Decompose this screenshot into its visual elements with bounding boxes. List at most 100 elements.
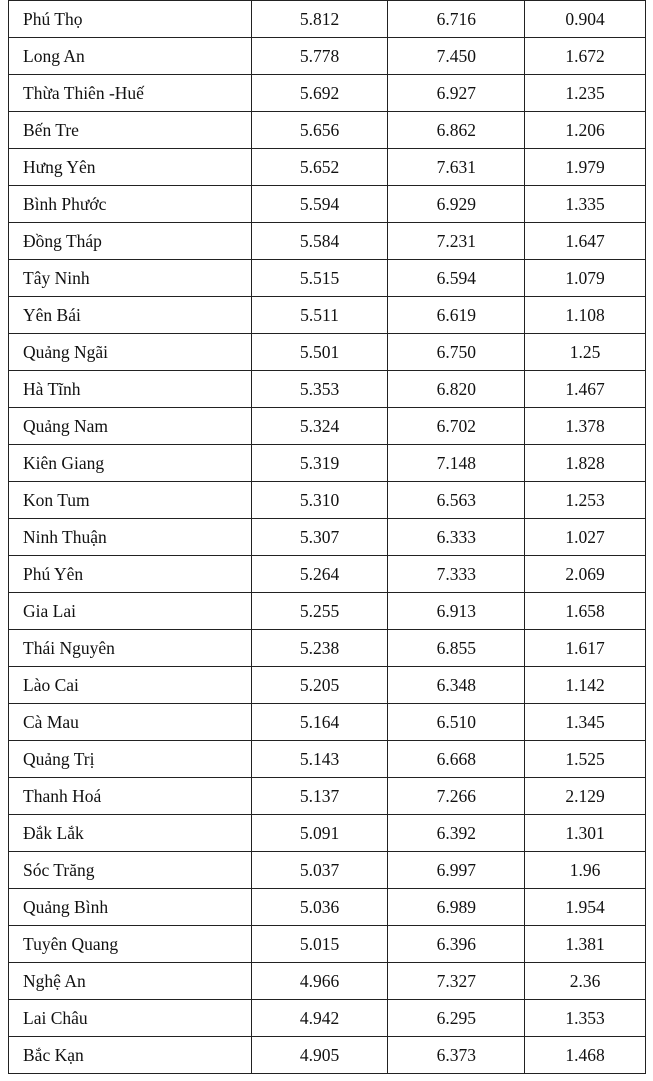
table-row: Tuyên Quang 5.015 6.396 1.381 — [8, 925, 646, 963]
value-cell-3: 1.672 — [524, 37, 646, 75]
value-cell-1: 4.905 — [250, 1036, 389, 1074]
table-body: Phú Thọ 5.812 6.716 0.904 Long An 5.778 7.450 1… — [8, 0, 646, 1074]
value-cell-3: 2.069 — [524, 555, 646, 593]
table-row: Nghệ An 4.966 7.327 2.36 — [8, 962, 646, 1000]
table-row: Bắc Kạn 4.905 6.373 1.468 — [8, 1036, 646, 1074]
province-name-cell: Tây Ninh — [8, 259, 252, 297]
value-cell-3: 1.235 — [524, 74, 646, 112]
value-cell-3: 1.525 — [524, 740, 646, 778]
value-cell-1: 5.164 — [250, 703, 389, 741]
table-row: Gia Lai 5.255 6.913 1.658 — [8, 592, 646, 630]
value-cell-1: 5.515 — [250, 259, 389, 297]
table-row: Bình Phước 5.594 6.929 1.335 — [8, 185, 646, 223]
province-name-cell: Ninh Thuận — [8, 518, 252, 556]
table-row: Lai Châu 4.942 6.295 1.353 — [8, 999, 646, 1037]
value-cell-2: 6.333 — [387, 518, 526, 556]
value-cell-2: 7.266 — [387, 777, 526, 815]
value-cell-2: 6.820 — [387, 370, 526, 408]
province-name-cell: Yên Bái — [8, 296, 252, 334]
table-row: Đồng Tháp 5.584 7.231 1.647 — [8, 222, 646, 260]
value-cell-2: 6.594 — [387, 259, 526, 297]
province-name-cell: Phú Yên — [8, 555, 252, 593]
table-row: Sóc Trăng 5.037 6.997 1.96 — [8, 851, 646, 889]
value-cell-3: 1.253 — [524, 481, 646, 519]
value-cell-1: 5.511 — [250, 296, 389, 334]
province-name-cell: Bến Tre — [8, 111, 252, 149]
value-cell-3: 1.027 — [524, 518, 646, 556]
value-cell-2: 6.913 — [387, 592, 526, 630]
value-cell-3: 1.381 — [524, 925, 646, 963]
value-cell-1: 5.692 — [250, 74, 389, 112]
table-row: Kiên Giang 5.319 7.148 1.828 — [8, 444, 646, 482]
value-cell-3: 1.301 — [524, 814, 646, 852]
value-cell-1: 5.501 — [250, 333, 389, 371]
province-name-cell: Nghệ An — [8, 962, 252, 1000]
table-row: Phú Yên 5.264 7.333 2.069 — [8, 555, 646, 593]
value-cell-3: 1.079 — [524, 259, 646, 297]
value-cell-3: 1.206 — [524, 111, 646, 149]
value-cell-1: 5.036 — [250, 888, 389, 926]
value-cell-3: 1.467 — [524, 370, 646, 408]
table-row: Hà Tĩnh 5.353 6.820 1.467 — [8, 370, 646, 408]
table-row: Quảng Trị 5.143 6.668 1.525 — [8, 740, 646, 778]
province-name-cell: Thái Nguyên — [8, 629, 252, 667]
value-cell-1: 5.584 — [250, 222, 389, 260]
value-cell-1: 5.143 — [250, 740, 389, 778]
value-cell-2: 6.716 — [387, 0, 526, 38]
province-name-cell: Quảng Nam — [8, 407, 252, 445]
value-cell-1: 5.812 — [250, 0, 389, 38]
value-cell-3: 1.378 — [524, 407, 646, 445]
value-cell-2: 6.929 — [387, 185, 526, 223]
value-cell-3: 1.954 — [524, 888, 646, 926]
province-name-cell: Kon Tum — [8, 481, 252, 519]
value-cell-2: 7.327 — [387, 962, 526, 1000]
value-cell-2: 7.450 — [387, 37, 526, 75]
value-cell-2: 6.702 — [387, 407, 526, 445]
province-name-cell: Quảng Ngãi — [8, 333, 252, 371]
value-cell-2: 6.862 — [387, 111, 526, 149]
value-cell-1: 4.966 — [250, 962, 389, 1000]
value-cell-3: 1.617 — [524, 629, 646, 667]
value-cell-3: 2.129 — [524, 777, 646, 815]
province-name-cell: Phú Thọ — [8, 0, 252, 38]
province-name-cell: Lai Châu — [8, 999, 252, 1037]
value-cell-1: 5.594 — [250, 185, 389, 223]
value-cell-3: 1.142 — [524, 666, 646, 704]
table-row: Quảng Ngãi 5.501 6.750 1.25 — [8, 333, 646, 371]
value-cell-2: 6.392 — [387, 814, 526, 852]
value-cell-1: 4.942 — [250, 999, 389, 1037]
value-cell-2: 6.396 — [387, 925, 526, 963]
value-cell-2: 6.927 — [387, 74, 526, 112]
province-name-cell: Long An — [8, 37, 252, 75]
province-name-cell: Kiên Giang — [8, 444, 252, 482]
table-row: Phú Thọ 5.812 6.716 0.904 — [8, 0, 646, 38]
province-name-cell: Quảng Trị — [8, 740, 252, 778]
province-name-cell: Thanh Hoá — [8, 777, 252, 815]
value-cell-2: 6.348 — [387, 666, 526, 704]
value-cell-2: 6.619 — [387, 296, 526, 334]
province-name-cell: Tuyên Quang — [8, 925, 252, 963]
table-row: Cà Mau 5.164 6.510 1.345 — [8, 703, 646, 741]
table-row: Thanh Hoá 5.137 7.266 2.129 — [8, 777, 646, 815]
value-cell-1: 5.238 — [250, 629, 389, 667]
value-cell-2: 7.333 — [387, 555, 526, 593]
table-row: Long An 5.778 7.450 1.672 — [8, 37, 646, 75]
province-name-cell: Hưng Yên — [8, 148, 252, 186]
value-cell-2: 6.750 — [387, 333, 526, 371]
province-name-cell: Đồng Tháp — [8, 222, 252, 260]
province-name-cell: Bình Phước — [8, 185, 252, 223]
value-cell-2: 6.997 — [387, 851, 526, 889]
value-cell-2: 6.510 — [387, 703, 526, 741]
value-cell-3: 1.96 — [524, 851, 646, 889]
value-cell-2: 7.231 — [387, 222, 526, 260]
value-cell-2: 6.563 — [387, 481, 526, 519]
value-cell-2: 6.373 — [387, 1036, 526, 1074]
value-cell-1: 5.264 — [250, 555, 389, 593]
value-cell-3: 1.828 — [524, 444, 646, 482]
value-cell-1: 5.324 — [250, 407, 389, 445]
value-cell-3: 1.468 — [524, 1036, 646, 1074]
value-cell-2: 6.855 — [387, 629, 526, 667]
value-cell-1: 5.656 — [250, 111, 389, 149]
table-row: Thừa Thiên -Huế 5.692 6.927 1.235 — [8, 74, 646, 112]
value-cell-1: 5.307 — [250, 518, 389, 556]
